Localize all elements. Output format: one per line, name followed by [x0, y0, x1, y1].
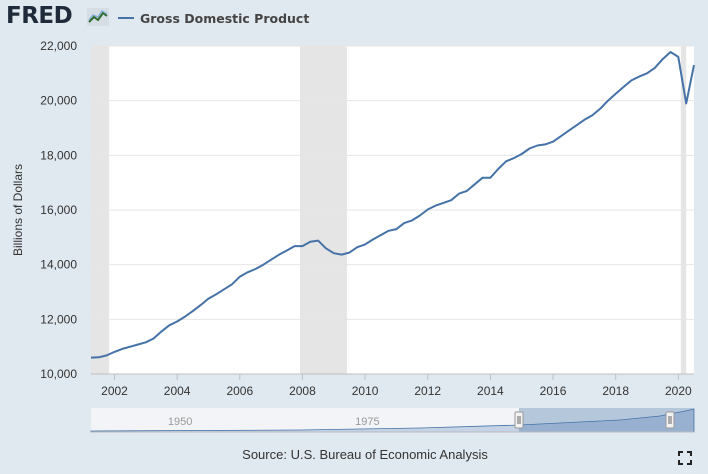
navigator-left-handle[interactable]	[514, 411, 524, 429]
y-tick-label: 10,000	[40, 367, 77, 381]
x-tick-label: 2014	[477, 384, 504, 398]
x-tick-label: 2020	[665, 384, 692, 398]
x-tick-label: 2008	[289, 384, 316, 398]
line-chart-icon	[87, 8, 109, 26]
navigator[interactable]: 1950 1975	[90, 408, 695, 433]
navigator-label: 1975	[355, 416, 379, 428]
legend-swatch	[118, 17, 134, 19]
navigator-right-handle[interactable]	[665, 411, 675, 429]
fred-logo[interactable]: FRED	[6, 3, 73, 29]
y-axis-title: Billions of Dollars	[11, 164, 25, 256]
header: FRED Gross Domestic Product	[0, 0, 708, 36]
y-tick-label: 12,000	[40, 312, 77, 326]
y-tick-label: 20,000	[40, 94, 77, 108]
y-tick-label: 14,000	[40, 258, 77, 272]
y-tick-label: 18,000	[40, 148, 77, 162]
y-tick-label: 22,000	[40, 39, 77, 53]
x-tick-label: 2002	[101, 384, 128, 398]
source-note: Source: U.S. Bureau of Economic Analysis	[242, 447, 488, 462]
series-line-gdp	[90, 51, 695, 359]
navigator-labels: 1950 1975	[168, 416, 380, 428]
fullscreen-icon[interactable]	[678, 451, 692, 465]
x-tick-label: 2006	[226, 384, 253, 398]
x-tick-label: 2016	[540, 384, 567, 398]
axes: 10,000 12,000 14,000 16,000 18,000 20,000 22,0…	[40, 39, 694, 398]
y-tick-label: 16,000	[40, 203, 77, 217]
series-layer	[90, 51, 695, 359]
navigator-label: 1950	[168, 416, 192, 428]
x-tick-label: 2018	[602, 384, 629, 398]
x-tick-label: 2012	[414, 384, 441, 398]
x-tick-label: 2004	[164, 384, 191, 398]
legend: Gross Domestic Product	[118, 9, 309, 27]
chart[interactable]: 10,000 12,000 14,000 16,000 18,000 20,000 22,0…	[0, 36, 708, 444]
legend-label: Gross Domestic Product	[140, 10, 310, 26]
x-tick-label: 2010	[352, 384, 379, 398]
navigator-selection[interactable]	[519, 408, 694, 432]
